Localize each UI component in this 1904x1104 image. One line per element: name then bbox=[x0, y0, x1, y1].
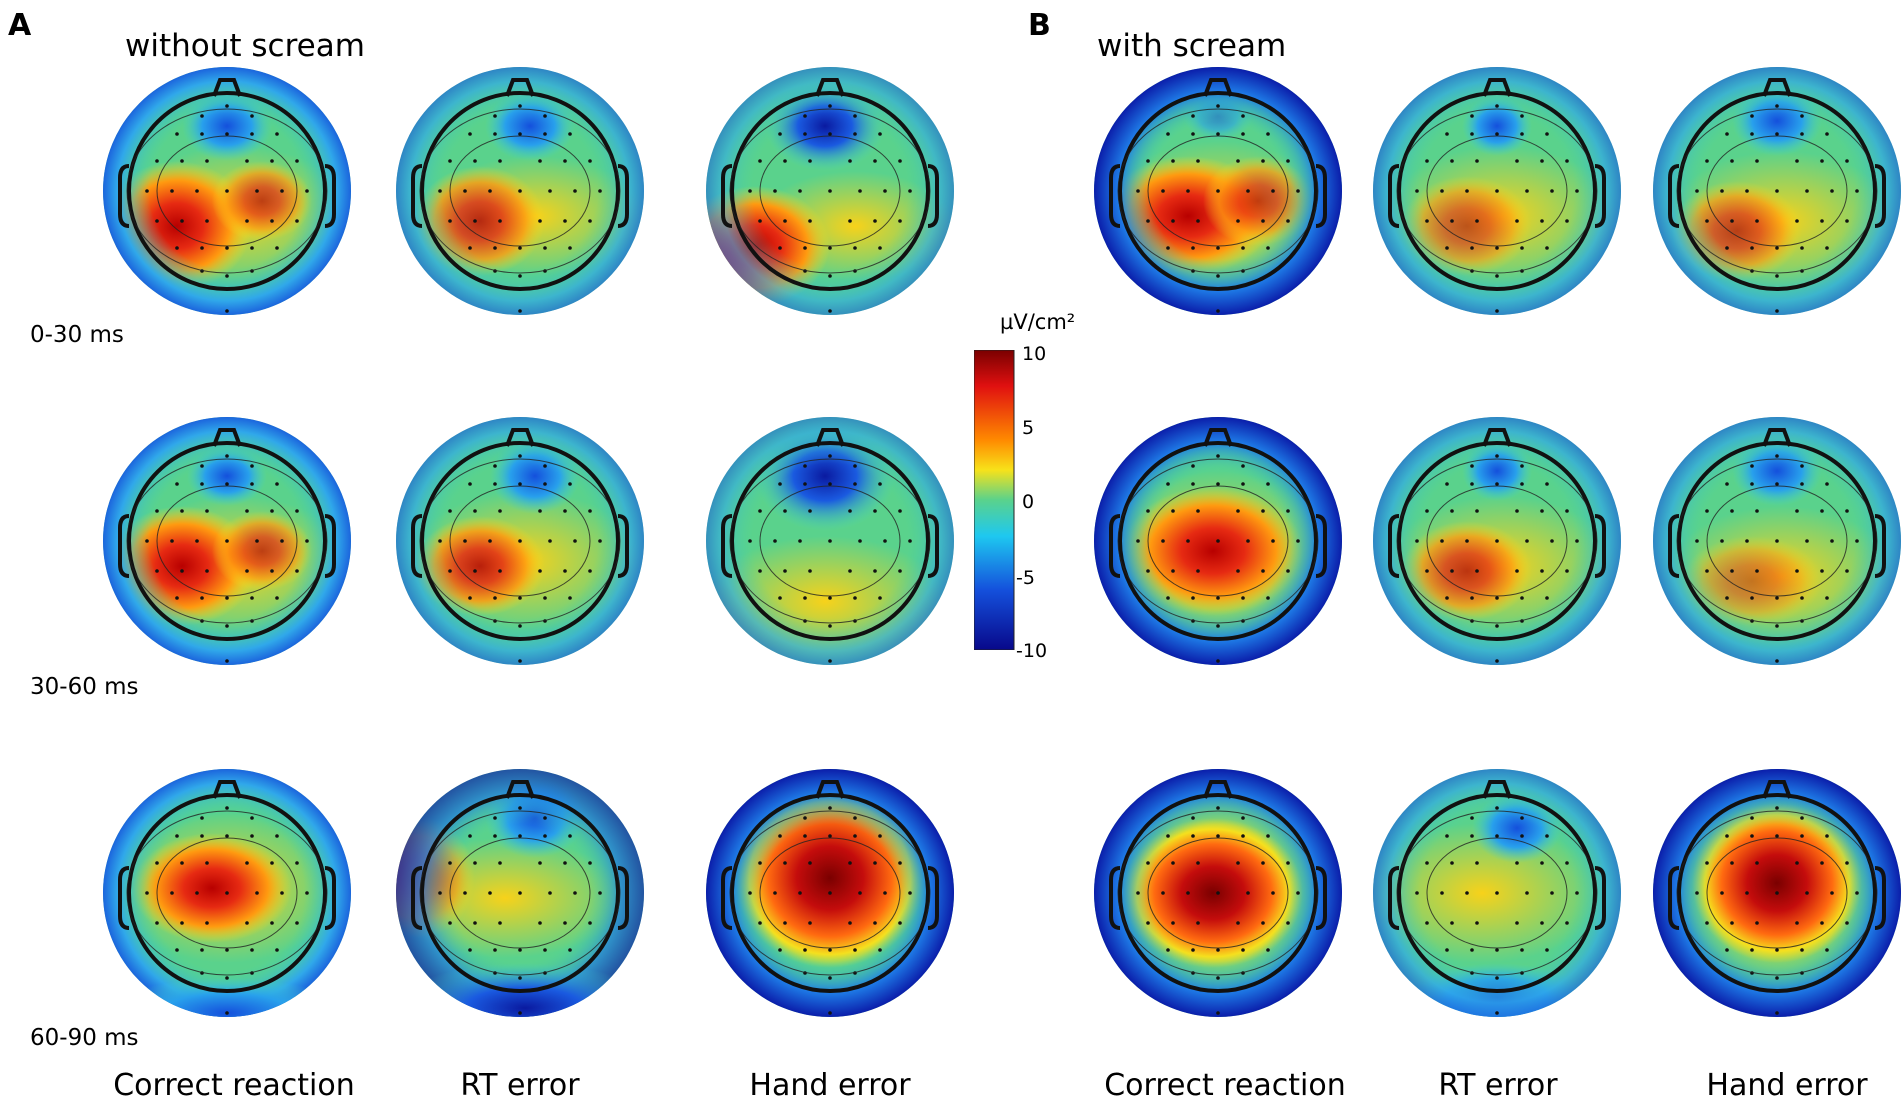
topomap-a-0-30-correct bbox=[103, 67, 351, 315]
topomap-b-0-30-correct bbox=[1094, 67, 1342, 315]
topomap-a-60-90-correct bbox=[103, 769, 351, 1017]
topomap-a-30-60-correct bbox=[103, 417, 351, 665]
topomap-b-30-60-correct bbox=[1094, 417, 1342, 665]
topomap-b-0-30-hand bbox=[1653, 67, 1901, 315]
topomap-b-60-90-rt bbox=[1373, 769, 1621, 1017]
colorbar-tick-10: 10 bbox=[1022, 343, 1047, 365]
row-label-0-30: 0-30 ms bbox=[30, 322, 124, 348]
row-label-60-90: 60-90 ms bbox=[30, 1025, 139, 1051]
topomap-b-60-90-hand bbox=[1653, 769, 1901, 1017]
col-label-b-rt: RT error bbox=[1438, 1068, 1558, 1103]
col-label-a-hand: Hand error bbox=[749, 1068, 911, 1103]
panel-b-letter: B bbox=[1028, 8, 1051, 43]
topomap-a-0-30-rt bbox=[396, 67, 644, 315]
panel-b-title: with scream bbox=[1097, 28, 1287, 64]
topomap-a-30-60-hand bbox=[706, 417, 954, 665]
topomap-a-0-30-hand bbox=[706, 67, 954, 315]
col-label-b-correct: Correct reaction bbox=[1104, 1068, 1346, 1103]
colorbar-tick-0: 0 bbox=[1022, 491, 1035, 513]
colorbar-tick-neg10: -10 bbox=[1016, 640, 1048, 662]
colorbar-tick-neg5: -5 bbox=[1016, 567, 1035, 589]
topomap-b-30-60-hand bbox=[1653, 417, 1901, 665]
col-label-a-correct: Correct reaction bbox=[113, 1068, 355, 1103]
topomap-b-0-30-rt bbox=[1373, 67, 1621, 315]
topomap-a-30-60-rt bbox=[396, 417, 644, 665]
topomap-a-60-90-rt bbox=[396, 769, 644, 1017]
colorbar bbox=[974, 350, 1015, 650]
colorbar-tick-5: 5 bbox=[1022, 417, 1035, 439]
topomap-a-60-90-hand bbox=[706, 769, 954, 1017]
panel-a-letter: A bbox=[8, 8, 32, 43]
row-label-30-60: 30-60 ms bbox=[30, 674, 139, 700]
topomap-b-30-60-rt bbox=[1373, 417, 1621, 665]
topomap-b-60-90-correct bbox=[1094, 769, 1342, 1017]
panel-a-title: without scream bbox=[125, 28, 365, 64]
colorbar-unit: µV/cm² bbox=[1000, 310, 1076, 334]
col-label-b-hand: Hand error bbox=[1706, 1068, 1868, 1103]
col-label-a-rt: RT error bbox=[460, 1068, 580, 1103]
